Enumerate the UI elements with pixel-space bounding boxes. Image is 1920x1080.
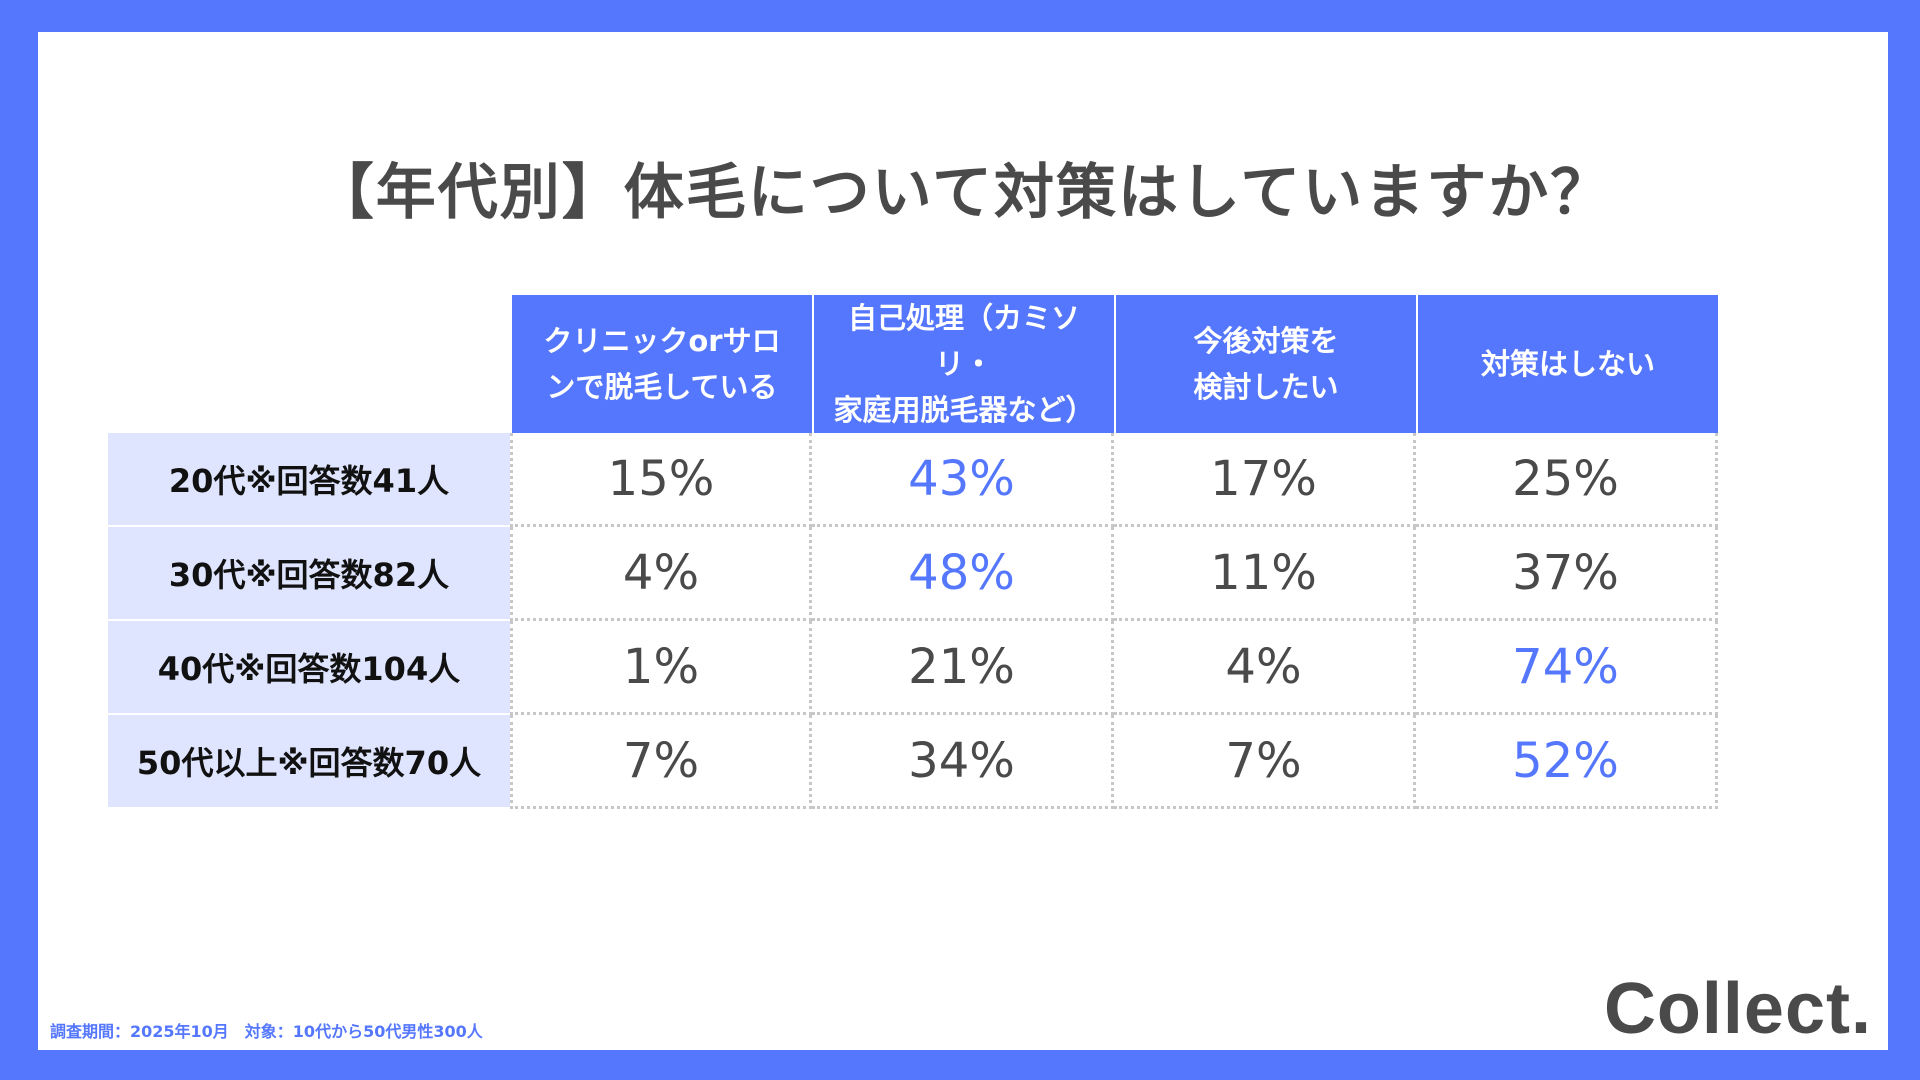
column-header-line: 検討したい (1193, 370, 1339, 404)
column-header: クリニックorサロ ンで脱毛している (510, 295, 812, 433)
value-cell: 1% (510, 621, 812, 715)
table-row: 30代※回答数82人 4% 48% 11% 37% (108, 527, 1718, 621)
results-table: クリニックorサロ ンで脱毛している 自己処理（カミソリ・ 家庭用脱毛器など） 今後対策… (108, 295, 1718, 809)
value-cell: 7% (1114, 715, 1416, 809)
row-label: 30代※回答数82人 (108, 527, 510, 621)
corner-cell (108, 295, 510, 433)
row-label: 50代以上※回答数70人 (108, 715, 510, 809)
value-cell: 4% (510, 527, 812, 621)
column-header-line: 今後対策を (1193, 324, 1339, 358)
value-cell: 48% (812, 527, 1114, 621)
column-header-line: ンで脱毛している (546, 370, 778, 404)
row-label: 40代※回答数104人 (108, 621, 510, 715)
brand-logo: Collect. (1603, 969, 1872, 1049)
column-header: 自己処理（カミソリ・家庭用脱毛器など） (812, 295, 1114, 433)
header-row: クリニックorサロ ンで脱毛している 自己処理（カミソリ・ 家庭用脱毛器など） 今後対策… (108, 295, 1718, 433)
footnote: 調査期間：2025年10月 対象：10代から50代男性300人 (50, 1022, 483, 1041)
value-cell: 11% (1114, 527, 1416, 621)
column-header: 対策はしない (1416, 295, 1718, 433)
column-header-line: 対策はしない (1480, 347, 1655, 381)
value-cell: 4% (1114, 621, 1416, 715)
value-cell: 37% (1416, 527, 1718, 621)
table-row: 50代以上※回答数70人 7% 34% 7% 52% (108, 715, 1718, 809)
page-title: 【年代別】体毛について対策はしていますか？ (313, 158, 1613, 228)
value-cell: 74% (1416, 621, 1718, 715)
column-header: 今後対策を検討したい (1114, 295, 1416, 433)
value-cell: 34% (812, 715, 1114, 809)
column-header-line: クリニックorサロ (543, 324, 781, 358)
row-label: 20代※回答数41人 (108, 433, 510, 527)
column-header-line: 自己処理（カミソリ・ (847, 301, 1080, 381)
value-cell: 25% (1416, 433, 1718, 527)
table-row: 20代※回答数41人 15% 43% 17% 25% (108, 433, 1718, 527)
value-cell: 15% (510, 433, 812, 527)
value-cell: 43% (812, 433, 1114, 527)
value-cell: 52% (1416, 715, 1718, 809)
value-cell: 7% (510, 715, 812, 809)
table-row: 40代※回答数104人 1% 21% 4% 74% (108, 621, 1718, 715)
value-cell: 21% (812, 621, 1114, 715)
card: 【年代別】体毛について対策はしていますか？ クリニックorサロ ンで脱毛している自… (38, 32, 1888, 1050)
column-header-line: 家庭用脱毛器など） (833, 393, 1095, 427)
table-body: 20代※回答数41人 15% 43% 17% 25% 30代※回答数82人 4% 48% 11%… (108, 433, 1718, 809)
value-cell: 17% (1114, 433, 1416, 527)
